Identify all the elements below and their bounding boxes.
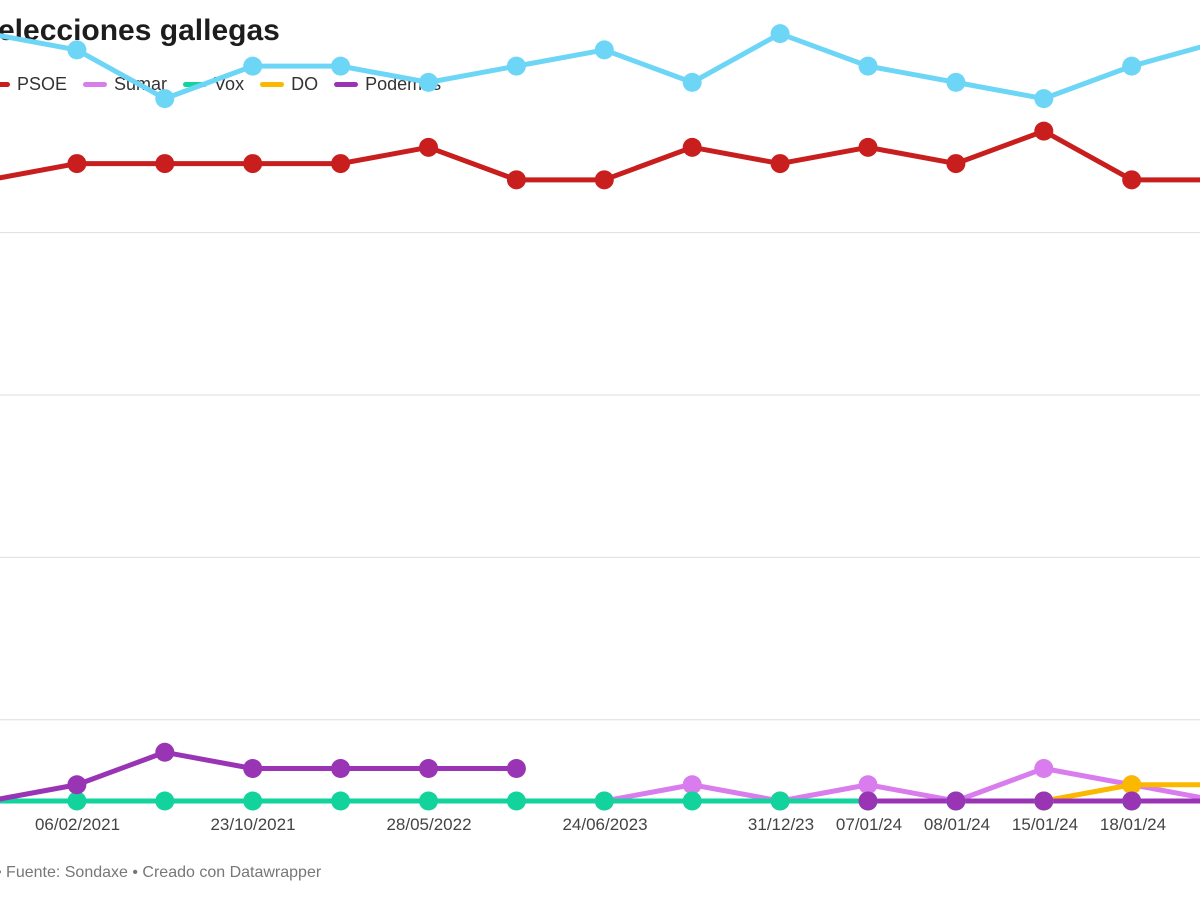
data-point-psoe [243,154,263,174]
legend-swatch [260,82,285,87]
data-point-sumar [858,775,878,795]
data-point-psoe [858,137,878,157]
data-point-bng [506,56,526,76]
data-point-vox [506,791,526,811]
data-point-psoe [594,170,614,190]
data-point-sumar [682,775,702,795]
data-point-bng [682,72,702,92]
data-point-psoe [946,154,966,174]
data-point-bng [67,40,87,60]
data-point-vox [67,791,87,811]
data-point-psoe [67,154,87,174]
data-point-psoe [331,154,351,174]
data-point-podemos [858,791,878,811]
x-axis-ticks: 06/02/2021 23/10/2021 28/05/2022 24/06/2023… [35,815,1200,834]
data-point-bng [331,56,351,76]
data-point-podemos [331,759,351,779]
data-point-bng [946,72,966,92]
data-point-psoe [1122,170,1142,190]
x-tick-label: 07/01/24 [836,815,902,834]
data-points [67,24,1142,811]
legend-swatch [334,82,359,87]
data-point-vox [682,791,702,811]
data-point-do [1122,775,1142,795]
legend-swatch [83,82,108,87]
x-tick-label: 06/02/2021 [35,815,120,834]
data-point-bng [1034,89,1054,109]
data-point-podemos [155,742,175,762]
series-lines [0,31,1200,804]
source-footer: • Fuente: Sondaxe • Creado con Datawrapp… [0,864,322,881]
data-point-vox [243,791,263,811]
gridlines [0,232,1200,721]
x-tick-label: 24/06/2023 [562,815,647,834]
data-point-vox [419,791,438,811]
x-tick-label: 08/01/24 [924,815,990,834]
data-point-bng [594,40,614,60]
data-point-podemos [1122,791,1142,811]
data-point-bng [1122,56,1142,76]
data-point-vox [594,791,614,811]
data-point-podemos [419,759,438,779]
legend-item: PSOE [0,74,67,95]
data-point-vox [770,791,790,811]
data-point-bng [243,56,263,76]
legend-label: PSOE [17,74,68,94]
data-point-psoe [506,170,526,190]
x-tick-label: 31/12/23 [748,815,814,834]
data-point-psoe [682,137,702,157]
chart-title: elecciones gallegas [0,14,280,47]
legend-swatch [0,82,10,87]
data-point-vox [155,791,175,811]
data-point-psoe [419,137,438,157]
x-tick-label: 15/01/24 [1012,815,1078,834]
data-point-podemos [1034,791,1054,811]
data-point-podemos [506,759,526,779]
legend-label: DO [291,74,319,94]
data-point-podemos [946,791,966,811]
data-point-vox [331,791,351,811]
series-line-sumar [601,766,1200,804]
legend-swatch [183,82,208,87]
x-tick-label: 18/01/24 [1100,815,1166,834]
x-tick-label: 23/10/2021 [210,815,295,834]
data-point-sumar [1034,759,1054,779]
data-point-psoe [155,154,175,174]
data-point-bng [155,89,175,109]
data-point-podemos [243,759,263,779]
data-point-bng [419,72,438,92]
data-point-psoe [770,154,790,174]
data-point-bng [858,56,878,76]
data-point-psoe [1034,121,1054,141]
data-point-podemos [67,775,87,795]
x-tick-label: 28/05/2022 [386,815,471,834]
legend-item: DO [260,74,318,95]
data-point-bng [770,24,790,44]
